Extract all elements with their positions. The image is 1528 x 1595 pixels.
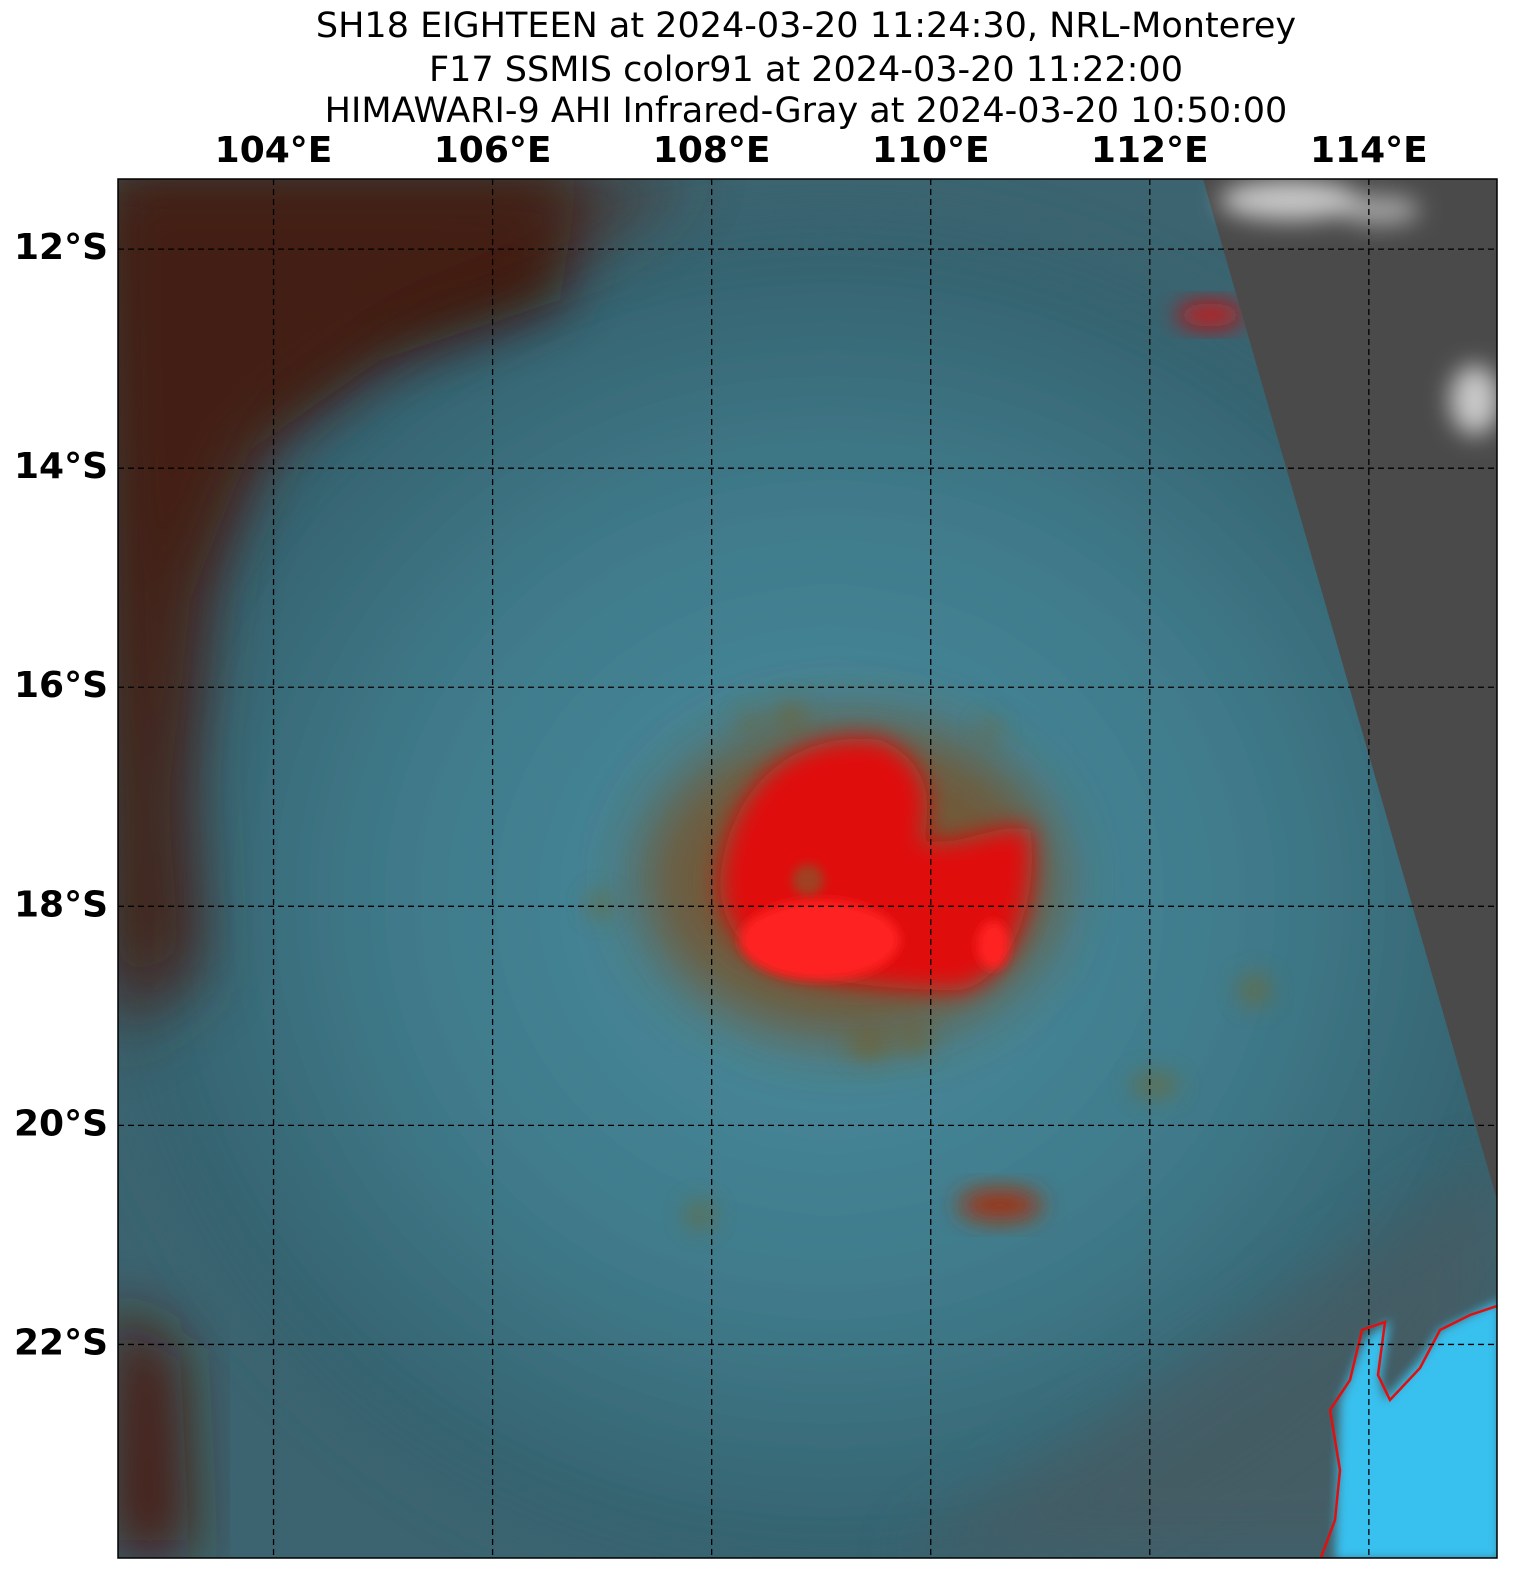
lat-tick-label: 20°S	[14, 1103, 108, 1144]
map-frame	[117, 178, 1498, 1559]
lat-tick-label: 14°S	[14, 446, 108, 487]
title-line: HIMAWARI-9 AHI Infrared-Gray at 2024-03-…	[325, 91, 1288, 131]
lat-tick-label: 16°S	[14, 665, 108, 706]
lon-tick-label: 114°E	[1310, 130, 1428, 171]
lon-tick-label: 104°E	[215, 130, 333, 171]
lon-tick-label: 108°E	[653, 130, 771, 171]
lon-tick-label: 110°E	[872, 130, 990, 171]
lon-tick-label: 106°E	[434, 130, 552, 171]
lat-tick-label: 18°S	[14, 884, 108, 925]
lat-tick-label: 22°S	[14, 1322, 108, 1363]
title-line: F17 SSMIS color91 at 2024-03-20 11:22:00	[429, 50, 1183, 90]
lat-tick-label: 12°S	[14, 227, 108, 268]
lon-tick-label: 112°E	[1091, 130, 1209, 171]
title-line: SH18 EIGHTEEN at 2024-03-20 11:24:30, NR…	[316, 6, 1296, 46]
imagery	[118, 179, 1497, 1558]
storm-core	[640, 720, 1060, 1040]
